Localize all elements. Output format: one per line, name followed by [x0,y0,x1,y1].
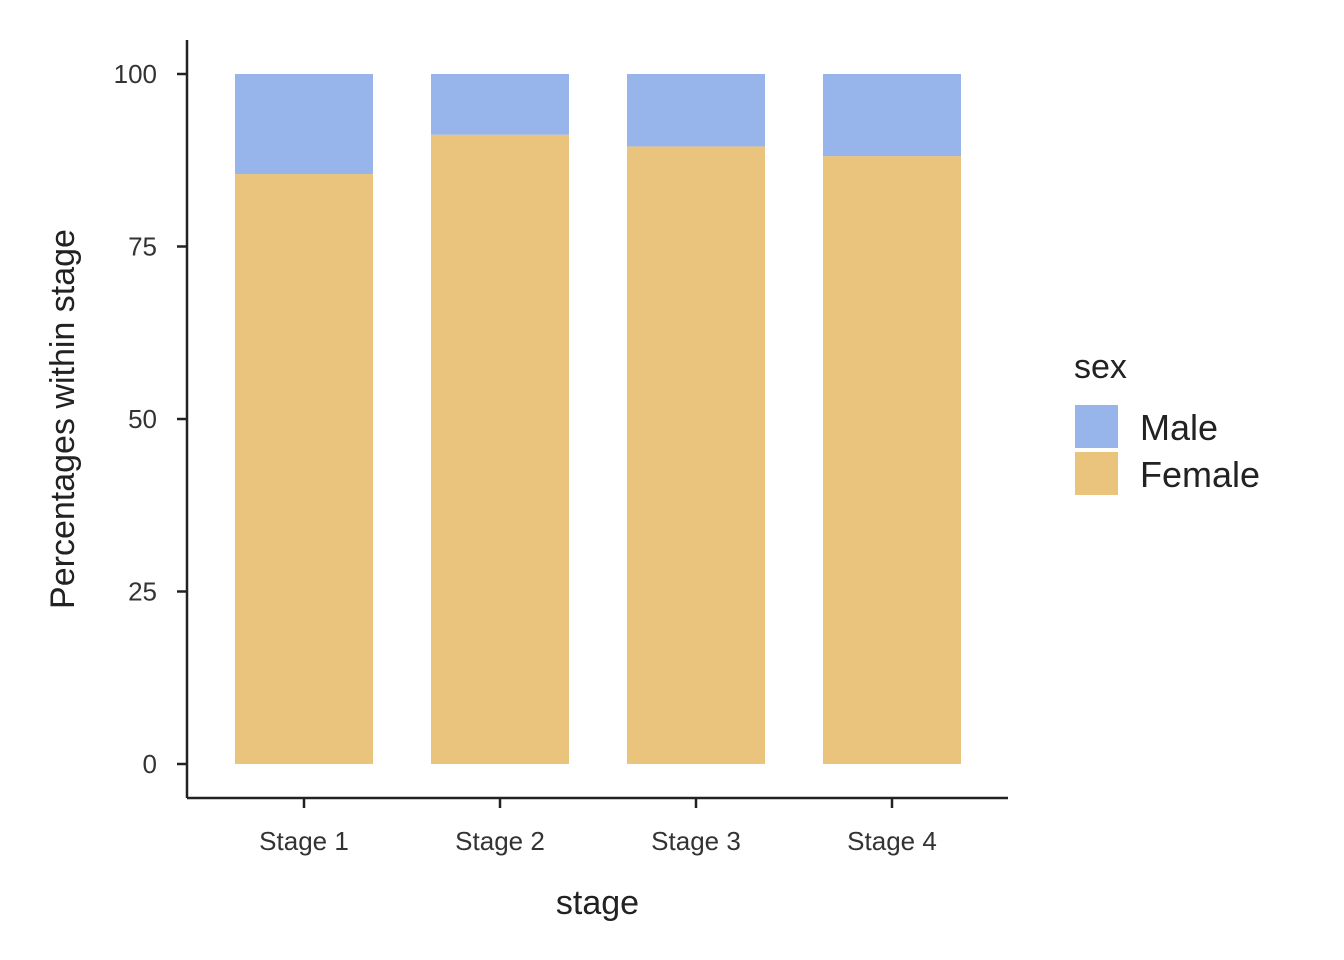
legend-title: sex [1074,348,1127,386]
x-tick-label: Stage 1 [259,826,349,856]
legend-label-female: Female [1140,454,1260,495]
y-axis-title: Percentages within stage [44,229,82,609]
y-tick-label: 50 [128,404,157,434]
bar-female-stage-2 [431,134,569,765]
legend-label-male: Male [1140,407,1218,448]
x-tick-label: Stage 3 [651,826,741,856]
bar-male-stage-4 [823,74,961,157]
legend-key-female [1075,452,1118,495]
y-tick-label: 25 [128,577,157,607]
bar-female-stage-1 [235,174,373,765]
legend: sex Male Female [1074,348,1260,495]
x-tick-label: Stage 2 [455,826,545,856]
legend-key-male [1075,405,1118,448]
bar-female-stage-4 [823,156,961,765]
y-tick-label: 100 [114,59,157,89]
axes-layer: 0 25 50 75 100 Stage 1 Stage 2 Stage 3 Stage 4 [114,40,1008,856]
bar-female-stage-3 [627,146,765,764]
bars-layer [235,74,961,765]
x-tick-label: Stage 4 [847,826,937,856]
x-axis-title: stage [556,884,639,922]
y-tick-label: 0 [143,749,157,779]
bar-male-stage-2 [431,74,569,135]
bar-male-stage-3 [627,74,765,147]
bar-male-stage-1 [235,74,373,175]
y-tick-label: 75 [128,232,157,262]
